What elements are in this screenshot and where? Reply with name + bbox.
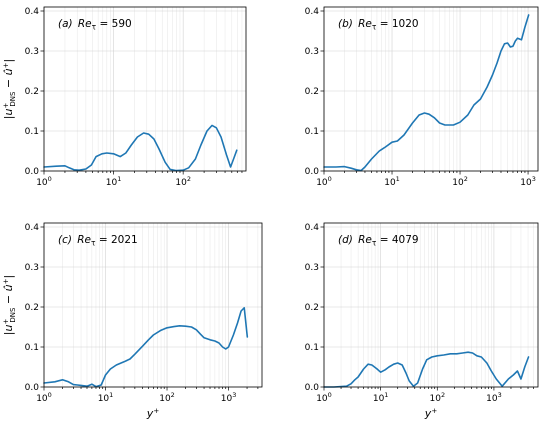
series-line — [43, 124, 238, 172]
y-tick-label: 0.1 — [305, 127, 319, 137]
panel-label: (a) Reτ = 590 — [58, 18, 132, 32]
y-tick-label: 0.4 — [305, 223, 320, 233]
y-tick-label: 0.1 — [305, 343, 319, 353]
x-tick-label: 102 — [159, 391, 175, 404]
y-tick-label: 0.1 — [25, 127, 39, 137]
x-axis-label: y+ — [424, 407, 438, 420]
x-tick-label: 101 — [98, 391, 114, 404]
x-tick-label: 101 — [373, 391, 389, 404]
x-tick-label: 103 — [486, 391, 502, 404]
x-axis-label: y+ — [146, 407, 160, 420]
x-tick-label: 101 — [384, 175, 400, 188]
y-axis-label: |u+DNS − û+| — [2, 275, 17, 335]
series-line — [43, 307, 249, 388]
y-tick-label: 0.2 — [25, 303, 39, 313]
y-tick-label: 0.3 — [25, 47, 39, 57]
x-tick-label: 102 — [429, 391, 445, 404]
y-tick-label: 0.2 — [305, 87, 319, 97]
panel-label: (d) Reτ = 4079 — [338, 234, 419, 248]
y-tick-label: 0.0 — [305, 167, 320, 177]
x-tick-label: 102 — [175, 175, 191, 188]
panel-label: (c) Reτ = 2021 — [58, 234, 138, 248]
axes-frame — [43, 222, 263, 388]
series-line — [323, 14, 530, 172]
x-tick-label: 100 — [316, 391, 332, 404]
panel-b: 0.0 0.1 0.2 0.3 0.4 100 101 102 103 (b) Reτ = 102… — [305, 6, 539, 188]
axes-frame — [323, 6, 539, 172]
y-tick-label: 0.4 — [25, 223, 40, 233]
x-tick-label: 101 — [106, 175, 122, 188]
x-tick-label: 100 — [36, 391, 52, 404]
x-tick-label: 103 — [221, 391, 237, 404]
y-tick-label: 0.2 — [25, 87, 39, 97]
y-tick-label: 0.0 — [25, 383, 40, 393]
y-tick-label: 0.4 — [305, 7, 320, 17]
panel-d: 0.0 0.1 0.2 0.3 0.4 100 101 102 103 (d) Reτ = 407… — [305, 222, 539, 420]
y-tick-label: 0.3 — [25, 263, 39, 273]
axes-frame — [43, 6, 247, 172]
y-tick-label: 0.0 — [305, 383, 320, 393]
y-tick-label: 0.3 — [305, 47, 319, 57]
y-tick-label: 0.4 — [25, 7, 40, 17]
x-tick-label: 100 — [36, 175, 52, 188]
x-tick-label: 100 — [316, 175, 332, 188]
panel-c: 0.0 0.1 0.2 0.3 0.4 100 101 102 103 (c) Reτ = 202… — [2, 222, 263, 420]
y-tick-label: 0.0 — [25, 167, 40, 177]
panel-label: (b) Reτ = 1020 — [338, 18, 419, 32]
y-axis-label: |u+DNS − û+| — [2, 59, 17, 119]
y-tick-label: 0.1 — [25, 343, 39, 353]
x-tick-label: 103 — [520, 175, 536, 188]
y-tick-label: 0.2 — [305, 303, 319, 313]
panel-a: 0.0 0.1 0.2 0.3 0.4 100 101 102 (a) Reτ = 590 |u+… — [2, 6, 247, 188]
x-tick-label: 102 — [452, 175, 468, 188]
axes-frame — [323, 222, 539, 388]
y-tick-label: 0.3 — [305, 263, 319, 273]
series-line — [323, 351, 530, 388]
